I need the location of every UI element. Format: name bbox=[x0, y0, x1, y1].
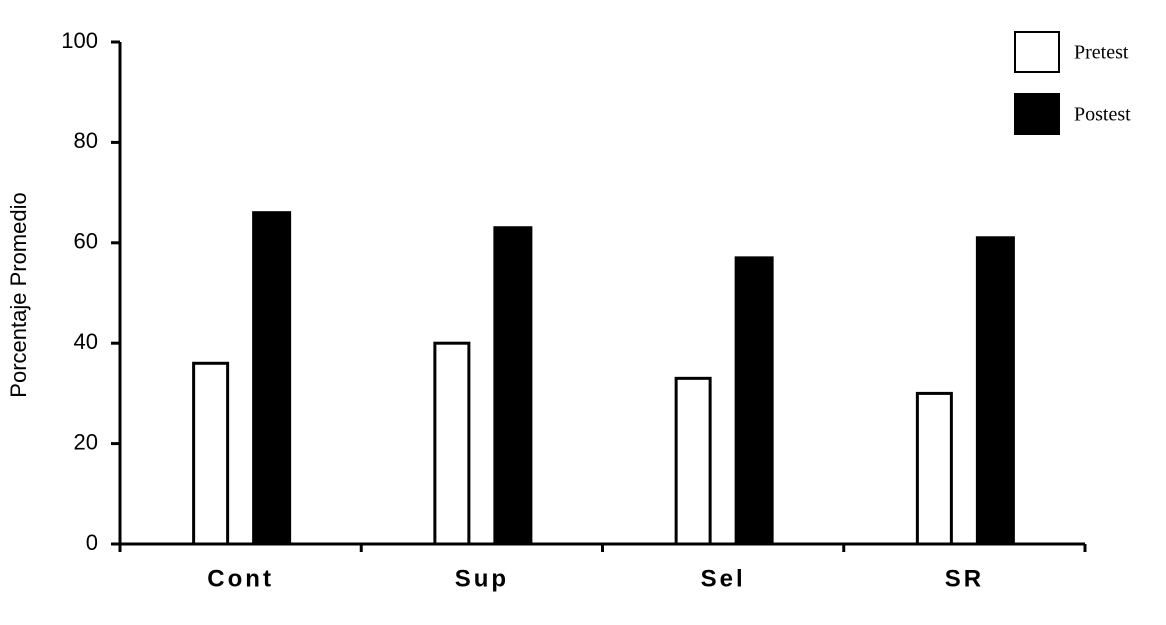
legend-label: Postest bbox=[1074, 104, 1131, 126]
x-tick-label: Sel bbox=[701, 565, 746, 592]
y-axis-label: Porcentaje Promedio bbox=[6, 192, 31, 397]
bar bbox=[192, 361, 230, 546]
legend-swatch bbox=[1014, 93, 1060, 135]
y-tick-label: 100 bbox=[61, 28, 98, 53]
bar bbox=[734, 256, 774, 546]
x-tick-label: SR bbox=[945, 565, 984, 592]
bar bbox=[433, 341, 471, 546]
y-tick-label: 40 bbox=[74, 329, 98, 354]
y-tick-label: 60 bbox=[74, 229, 98, 254]
legend-swatch bbox=[1014, 31, 1060, 73]
x-tick-label: Cont bbox=[207, 565, 274, 592]
bar bbox=[915, 391, 953, 546]
y-tick-label: 20 bbox=[74, 429, 98, 454]
bar bbox=[493, 226, 533, 546]
bar bbox=[674, 376, 712, 546]
y-tick-label: 0 bbox=[86, 530, 98, 555]
bar bbox=[252, 211, 292, 546]
y-tick-label: 80 bbox=[74, 128, 98, 153]
bar bbox=[975, 236, 1015, 546]
legend-label: Pretest bbox=[1074, 42, 1129, 64]
x-tick-label: Sup bbox=[455, 565, 509, 592]
